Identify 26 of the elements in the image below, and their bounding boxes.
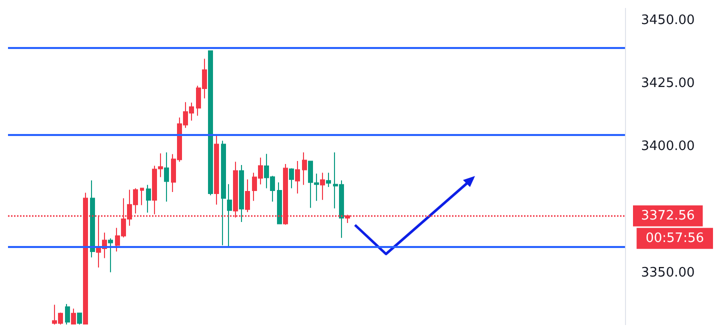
candlestick [65,304,70,325]
candlestick [140,187,144,206]
candlestick [208,50,213,196]
candlestick [221,140,226,246]
candlestick [146,184,151,214]
candlestick [277,182,282,224]
candlestick [320,172,325,200]
candlestick [326,172,331,188]
ref-line-label: 3372.56 [641,208,695,224]
candlestick [164,152,169,202]
candlestick [214,135,219,206]
text: 00:57:56 [646,230,704,246]
y-tick-label: 3350.00 [641,265,695,280]
candlestick [289,168,294,189]
candlestick [295,160,300,194]
candlestick [71,308,76,325]
candlestick [227,184,232,248]
y-tick-label: 3425.00 [641,76,695,91]
y-tick-label: 3400.00 [641,139,695,154]
candlestick [90,180,95,258]
candlestick [245,178,250,213]
candlestick [239,164,244,223]
candlestick [302,152,307,186]
candlestick [77,312,82,325]
y-tick-label: 3450.00 [641,12,695,28]
candlestick [108,238,113,273]
